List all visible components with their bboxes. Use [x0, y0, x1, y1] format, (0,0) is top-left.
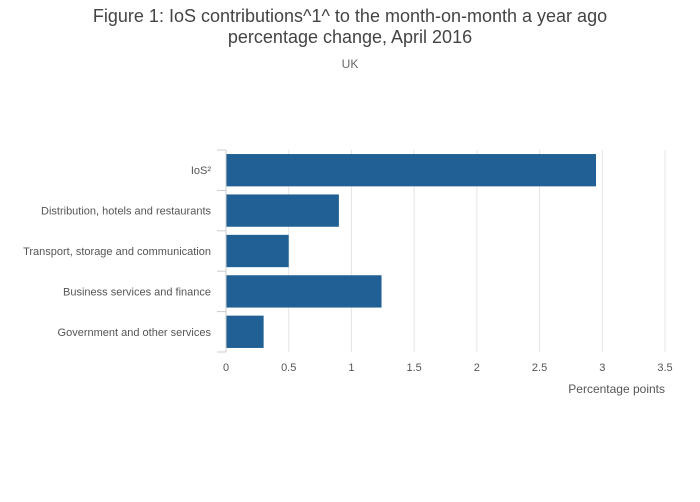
x-tick-label: 1.5: [406, 362, 421, 374]
chart-title-line-1: Figure 1: IoS contributions^1^ to the mo…: [92, 6, 608, 26]
x-tick-label: 3: [599, 362, 605, 374]
x-tick-label: 0.5: [281, 362, 296, 374]
bar: [226, 275, 382, 308]
category-label: Transport, storage and communication: [23, 246, 211, 258]
bar: [226, 194, 339, 227]
chart-title-line-2: percentage change, April 2016: [227, 27, 473, 47]
x-tick-label: 1: [348, 362, 354, 374]
x-axis-title: Percentage points: [568, 382, 665, 396]
x-tick-label: 0: [223, 362, 229, 374]
category-label: Government and other services: [58, 327, 212, 339]
bar: [226, 154, 597, 187]
x-tick-label: 2: [474, 362, 480, 374]
bar: [226, 234, 289, 268]
x-tick-label: 3.5: [657, 362, 672, 374]
chart-subtitle: UK: [341, 57, 359, 71]
x-tick-label: 2.5: [532, 362, 547, 374]
labels: 0 0.5 1 1.5 2 2.5 3 3.5 IoS² Distribution, hotels…: [23, 165, 673, 396]
category-label: IoS²: [191, 165, 212, 177]
category-label: Distribution, hotels and restaurants: [41, 206, 211, 218]
chart-title: Figure 1: IoS contributions^1^ to the mo…: [0, 6, 700, 48]
category-label: Business services and finance: [63, 286, 211, 298]
bars: [226, 154, 597, 348]
bar: [226, 315, 264, 348]
axes: [217, 149, 227, 353]
